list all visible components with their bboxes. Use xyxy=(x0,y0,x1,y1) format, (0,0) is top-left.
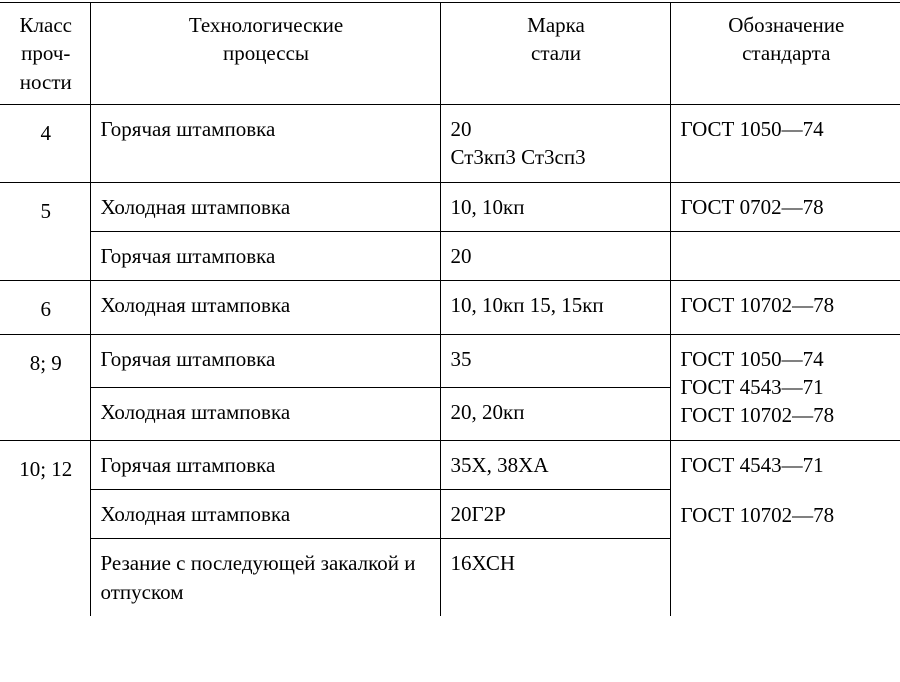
steel-table-container: Класс проч-ности Технологическиепроцессы… xyxy=(0,0,900,617)
steel-cell: 20 xyxy=(440,232,670,281)
class-cell: 5 xyxy=(0,182,90,281)
steel-table-body: 4 Горячая штамповка 20Ст3кп3 Ст3сп3 ГОСТ… xyxy=(0,105,900,617)
process-cell: Холодная штамповка xyxy=(90,281,440,334)
col-header-steel: Маркастали xyxy=(440,3,670,105)
table-row: 5 Холодная штамповка 10, 10кп ГОСТ 0702—… xyxy=(0,182,900,231)
steel-cell: 35Х, 38ХА xyxy=(440,440,670,489)
steel-cell: 20, 20кп xyxy=(440,387,670,440)
class-cell: 8; 9 xyxy=(0,334,90,440)
steel-cell: 20Г2Р xyxy=(440,490,670,539)
std-cell: ГОСТ 1050—74 xyxy=(670,105,900,183)
table-row: 10; 12 Горячая штамповка 35Х, 38ХА ГОСТ … xyxy=(0,440,900,489)
class-cell: 4 xyxy=(0,105,90,183)
steel-cell: 10, 10кп xyxy=(440,182,670,231)
steel-cell: 20Ст3кп3 Ст3сп3 xyxy=(440,105,670,183)
process-cell: Холодная штамповка xyxy=(90,490,440,539)
process-cell: Холодная штамповка xyxy=(90,387,440,440)
std-cell: ГОСТ 1050—74ГОСТ 4543—71ГОСТ 10702—78 xyxy=(670,334,900,440)
table-row: 8; 9 Горячая штамповка 35 ГОСТ 1050—74ГО… xyxy=(0,334,900,387)
process-cell: Горячая штамповка xyxy=(90,440,440,489)
std-cell: ГОСТ 0702—78 xyxy=(670,182,900,231)
std-cell: ГОСТ 4543—71ГОСТ 10702—78 xyxy=(670,440,900,616)
col-header-process: Технологическиепроцессы xyxy=(90,3,440,105)
table-row: Горячая штамповка 20 xyxy=(0,232,900,281)
table-header-row: Класс проч-ности Технологическиепроцессы… xyxy=(0,3,900,105)
col-header-std: Обозначениестандарта xyxy=(670,3,900,105)
steel-cell: 10, 10кп 15, 15кп xyxy=(440,281,670,334)
std-cell xyxy=(670,232,900,281)
table-row: 4 Горячая штамповка 20Ст3кп3 Ст3сп3 ГОСТ… xyxy=(0,105,900,183)
steel-cell: 35 xyxy=(440,334,670,387)
class-cell: 6 xyxy=(0,281,90,334)
process-cell: Горячая штамповка xyxy=(90,334,440,387)
class-cell: 10; 12 xyxy=(0,440,90,616)
table-row: 6 Холодная штамповка 10, 10кп 15, 15кп Г… xyxy=(0,281,900,334)
process-cell: Горячая штамповка xyxy=(90,232,440,281)
col-header-class: Класс проч-ности xyxy=(0,3,90,105)
steel-cell: 16ХСН xyxy=(440,539,670,617)
steel-table: Класс проч-ности Технологическиепроцессы… xyxy=(0,2,900,617)
process-cell: Горячая штамповка xyxy=(90,105,440,183)
process-cell: Резание с последующей закалкой и отпуско… xyxy=(90,539,440,617)
std-cell: ГОСТ 10702—78 xyxy=(670,281,900,334)
process-cell: Холодная штамповка xyxy=(90,182,440,231)
